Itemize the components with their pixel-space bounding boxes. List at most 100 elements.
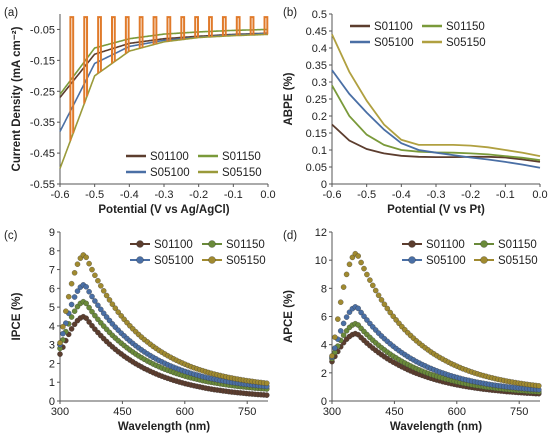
legend-label-S01100: S01100 xyxy=(154,239,193,251)
legend-label-S05150: S05150 xyxy=(226,255,266,267)
legend-label-S05100: S05100 xyxy=(374,37,414,49)
series-point-S05100 xyxy=(86,288,92,295)
y-tick-label: 8 xyxy=(49,246,55,258)
legend-label-S01150: S01150 xyxy=(498,239,537,251)
x-tick-label: -0.3 xyxy=(427,189,446,201)
x-tick-label: 600 xyxy=(176,406,194,418)
series-point-S05150 xyxy=(349,254,356,261)
y-tick-label: 6 xyxy=(49,283,55,295)
legend-marker xyxy=(408,256,416,264)
series-point-S01150 xyxy=(68,314,75,320)
light-on-spike xyxy=(235,16,241,36)
series-point-S05150 xyxy=(57,340,63,346)
y-tick-label: 0.5 xyxy=(312,9,327,21)
series-point-S05150 xyxy=(387,309,393,316)
y-tick-label: 9 xyxy=(49,227,55,239)
series-point-S05100 xyxy=(83,284,89,290)
series-point-S05100 xyxy=(337,328,344,334)
x-tick-label: 300 xyxy=(51,406,69,418)
series-point-S05150 xyxy=(92,272,98,279)
series-point-S05150 xyxy=(367,277,373,283)
y-tick-label: -0.45 xyxy=(30,148,55,160)
series-point-S05150 xyxy=(332,334,338,340)
series-point-S05150 xyxy=(106,297,113,303)
series-point-S01150 xyxy=(89,308,95,315)
x-tick-label: -0.5 xyxy=(357,189,376,201)
x-tick-label: 450 xyxy=(113,406,131,418)
series-point-S01150 xyxy=(71,308,78,314)
series-point-S05150 xyxy=(74,261,81,267)
light-on-spike xyxy=(111,16,116,64)
x-tick-label: 450 xyxy=(385,406,403,418)
series-point-S05150 xyxy=(358,259,364,266)
light-on-spike xyxy=(138,16,144,49)
legend-marker xyxy=(480,240,488,248)
y-tick-label: 8 xyxy=(321,283,327,295)
y-tick-label: 12 xyxy=(315,227,327,239)
series-point-S01150 xyxy=(340,332,347,338)
series-point-S05150 xyxy=(378,297,385,303)
light-on-spike xyxy=(166,16,172,42)
series-point-S05150 xyxy=(115,309,121,315)
legend-label-S01100: S01100 xyxy=(150,151,189,163)
series-point-S05150 xyxy=(372,287,379,294)
series-point-S05150 xyxy=(329,353,335,359)
y-tick-label: 0.3 xyxy=(312,77,327,89)
y-tick-label: -0.35 xyxy=(30,117,55,129)
x-tick-label: -0.1 xyxy=(224,189,243,201)
series-point-S05150 xyxy=(100,288,107,294)
x-tick-label: -0.5 xyxy=(85,189,104,201)
y-tick-label: 1 xyxy=(49,377,55,389)
y-tick-label: 0 xyxy=(321,179,327,191)
x-axis-label: Wavelength (nm) xyxy=(390,421,482,433)
light-on-spike xyxy=(208,16,213,37)
series-point-S05100 xyxy=(98,306,104,313)
panel-0: (a) -0.6 -0.5 -0.4 -0.3 -0.2 -0.1 0.0 -0.05 -0.15… xyxy=(4,7,276,216)
legend-label-S05100: S05100 xyxy=(154,255,194,267)
series-point-S05150 xyxy=(381,301,388,308)
legend-marker xyxy=(136,256,144,264)
series-point-S05100 xyxy=(332,345,338,351)
x-tick-label: 0.0 xyxy=(260,189,275,201)
panel-1: (b) -0.6 -0.5 -0.4 -0.3 -0.2 -0.1 0.0 0 0.05 0.1 0.… xyxy=(283,7,548,216)
y-tick-label: 0.35 xyxy=(306,60,327,72)
series-point-S05150 xyxy=(89,266,95,273)
legend-label-S05100: S05100 xyxy=(150,167,190,179)
legend-label-S05100: S05100 xyxy=(426,255,466,267)
series-point-S01150 xyxy=(86,304,92,311)
x-tick-label: -0.6 xyxy=(323,189,342,201)
x-axis-label: Potential (V vs Ag/AgCl) xyxy=(98,204,229,216)
series-point-S05100 xyxy=(89,293,95,300)
y-tick-label: 0.4 xyxy=(312,43,327,55)
series-point-S05150 xyxy=(337,299,344,305)
x-tick-label: -0.1 xyxy=(496,189,515,201)
y-tick-label: 2 xyxy=(49,358,55,370)
x-tick-label: 300 xyxy=(323,406,341,418)
series-point-S05150 xyxy=(335,316,341,322)
y-tick-label: 6 xyxy=(321,312,327,324)
legend-marker xyxy=(480,256,488,264)
legend-marker xyxy=(208,240,216,248)
panel-label: (b) xyxy=(283,7,297,19)
x-tick-label: 0.0 xyxy=(532,189,547,201)
series-point-S05150 xyxy=(112,305,119,311)
x-tick-label: -0.2 xyxy=(189,189,208,201)
y-tick-label: -0.15 xyxy=(30,55,55,67)
x-axis-label: Potential (V vs Pt) xyxy=(387,204,485,216)
panel-2: (c) 300 450 600 750 0 1 2 3 4 5 6 7 8 9 Wavelength (nm)… xyxy=(4,227,270,433)
series-point-S05150 xyxy=(63,308,69,314)
series-point-S01100 xyxy=(83,315,89,321)
x-tick-label: 750 xyxy=(238,406,256,418)
y-tick-label: 5 xyxy=(49,302,55,314)
legend-label-S01100: S01100 xyxy=(374,21,413,33)
series-line-S05100 xyxy=(59,32,268,132)
y-tick-label: 2 xyxy=(321,368,327,380)
series-point-S05150 xyxy=(536,383,542,389)
y-tick-label: 0 xyxy=(321,396,327,408)
series-point-S01100 xyxy=(86,319,92,325)
series-point-S05150 xyxy=(68,280,75,287)
y-tick-label: 0.15 xyxy=(306,128,327,140)
y-tick-label: 4 xyxy=(321,340,327,352)
series-point-S05100 xyxy=(74,288,81,294)
